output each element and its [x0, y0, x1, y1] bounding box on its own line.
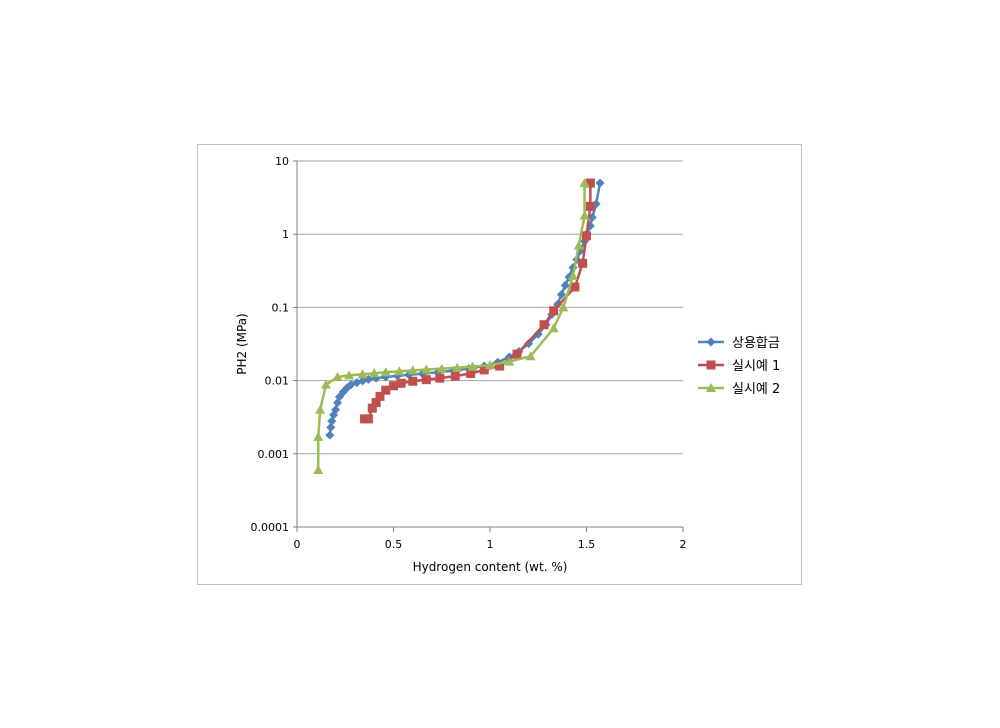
data-point [325, 431, 334, 440]
x-tick-label: 1 [487, 538, 494, 551]
x-tick-label: 0 [294, 538, 301, 551]
data-point [582, 231, 591, 240]
data-point [451, 372, 460, 381]
legend-entry-1: 상용합금 [698, 336, 780, 351]
legend-entry-2: 실시예 1 [698, 359, 780, 374]
data-point [540, 320, 549, 329]
y-tick-label: 0.0001 [251, 521, 290, 534]
x-tick-label: 1.5 [578, 538, 596, 551]
data-point [313, 432, 323, 441]
legend-marker [707, 361, 716, 370]
x-tick-label: 2 [680, 538, 687, 551]
data-point [408, 377, 417, 386]
y-tick-label: 0.1 [272, 301, 290, 314]
y-tick-label: 0.01 [265, 375, 290, 388]
legend-label: 실시예 1 [732, 359, 780, 374]
chart-frame: 0.0001 0.001 0.01 0.1 1 10 0 0.5 1 1.5 2 Hydrogen c… [197, 144, 802, 585]
data-point [513, 350, 522, 359]
data-point [435, 374, 444, 383]
data-point [381, 386, 390, 395]
y-tick-label: 1 [282, 228, 289, 241]
legend-label: 상용합금 [732, 336, 780, 351]
y-axis-title: PH2 (MPa) [235, 313, 249, 374]
legend-marker [707, 338, 716, 347]
chart-svg: 0.0001 0.001 0.01 0.1 1 10 0 0.5 1 1.5 2 Hydrogen c… [198, 145, 803, 586]
x-axis-title: Hydrogen content (wt. %) [413, 560, 568, 574]
data-point [315, 405, 325, 414]
legend-entry-3: 실시예 2 [698, 382, 780, 397]
data-point [422, 375, 431, 384]
data-point [586, 202, 595, 211]
y-tick-label: 10 [275, 155, 289, 168]
data-point [389, 381, 398, 390]
data-point [596, 179, 605, 188]
data-point [364, 414, 373, 423]
data-point [397, 379, 406, 388]
legend-label: 실시예 2 [732, 382, 780, 397]
series-line [330, 183, 600, 435]
x-tick-label: 0.5 [385, 538, 403, 551]
data-point [578, 259, 587, 268]
data-point [313, 465, 323, 474]
data-point [549, 306, 558, 315]
y-tick-label: 0.001 [258, 448, 290, 461]
